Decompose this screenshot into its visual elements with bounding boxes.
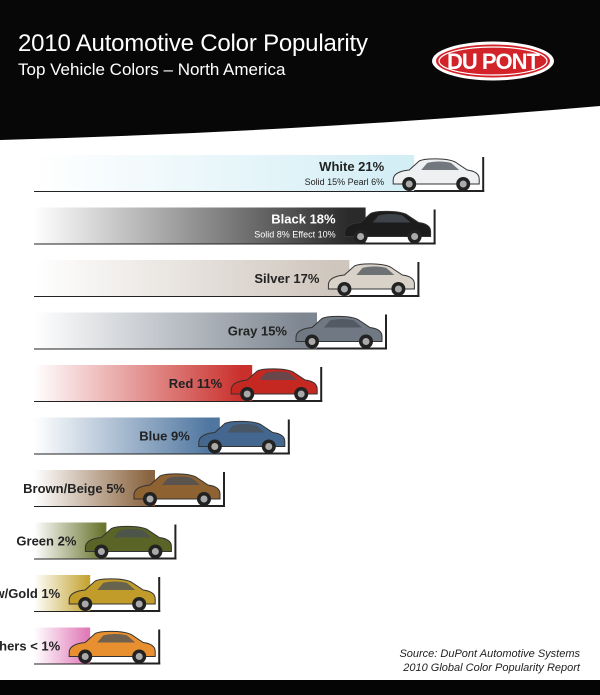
car-icon — [68, 578, 156, 611]
bar-label: Others < 1% — [0, 639, 61, 654]
chart-subtitle: Top Vehicle Colors – North America — [18, 60, 286, 79]
bar-group: Gray 15% — [34, 312, 387, 350]
car-icon — [392, 158, 480, 191]
bar-group: Blue 9% — [34, 417, 290, 455]
bar — [34, 470, 155, 506]
chart-title: 2010 Automotive Color Popularity — [18, 30, 368, 57]
bar — [34, 260, 350, 296]
bar-label: Brown/Beige 5% — [23, 481, 125, 496]
car-icon — [344, 210, 432, 244]
bar — [34, 155, 415, 191]
bar — [34, 417, 220, 454]
bar-label: White 21% — [319, 159, 384, 174]
bar-group: Black 18% Solid 8% Effect 10% — [34, 207, 436, 245]
bar-shadow — [34, 610, 161, 612]
bar-shadow-edge — [417, 262, 420, 297]
bar — [34, 365, 253, 401]
header-band — [0, 0, 600, 140]
bar-group: Brown/Beige 5% — [23, 470, 225, 507]
dupont-logo: DU PONT — [432, 41, 554, 81]
bar-shadow-edge — [158, 629, 161, 665]
car-icon — [295, 315, 383, 349]
bar-shadow-edge — [174, 524, 177, 560]
source-note: Source: DuPont Automotive Systems 2010 G… — [399, 647, 580, 675]
bar-shadow-edge — [433, 209, 436, 245]
bar-group: White 21% Solid 15% Pearl 6% — [34, 155, 485, 192]
bar-shadow — [34, 662, 161, 665]
bar-group: Yellow/Gold 1% — [0, 575, 161, 612]
car-icon — [198, 420, 286, 454]
dupont-logo-text: DU PONT — [447, 49, 541, 74]
bar-label: Silver 17% — [254, 271, 319, 286]
bar-label: Yellow/Gold 1% — [0, 586, 61, 601]
bar-group: Silver 17% — [34, 260, 420, 297]
bar-sublabel: Solid 15% Pearl 6% — [305, 177, 385, 187]
bar-label: Black 18% — [271, 212, 336, 227]
bar — [34, 312, 317, 349]
bar-group: Green 2% — [16, 522, 177, 560]
bar-shadow-edge — [287, 419, 290, 455]
car-icon — [68, 630, 156, 664]
bar-shadow-edge — [482, 157, 485, 192]
car-icon — [84, 525, 172, 559]
bar-shadow-edge — [385, 314, 387, 350]
car-icon — [230, 368, 318, 401]
report-line: 2010 Global Color Popularity Report — [403, 662, 580, 674]
bar-group: Red 11% — [34, 365, 323, 402]
bar-shadow-edge — [158, 577, 161, 612]
bar-group: Others < 1% — [0, 627, 161, 665]
bar-label: Gray 15% — [228, 324, 288, 339]
bar-shadow-edge — [320, 367, 323, 402]
source-line: Source: DuPont Automotive Systems — [399, 648, 580, 660]
bar-label: Blue 9% — [139, 429, 190, 444]
bar-label: Red 11% — [169, 376, 223, 391]
car-icon — [133, 473, 221, 506]
bar-label: Green 2% — [16, 534, 76, 549]
footer-band — [0, 680, 600, 695]
car-icon — [327, 263, 415, 296]
bar-sublabel: Solid 8% Effect 10% — [254, 230, 335, 240]
bar-shadow-edge — [223, 472, 225, 507]
bar — [34, 207, 366, 244]
